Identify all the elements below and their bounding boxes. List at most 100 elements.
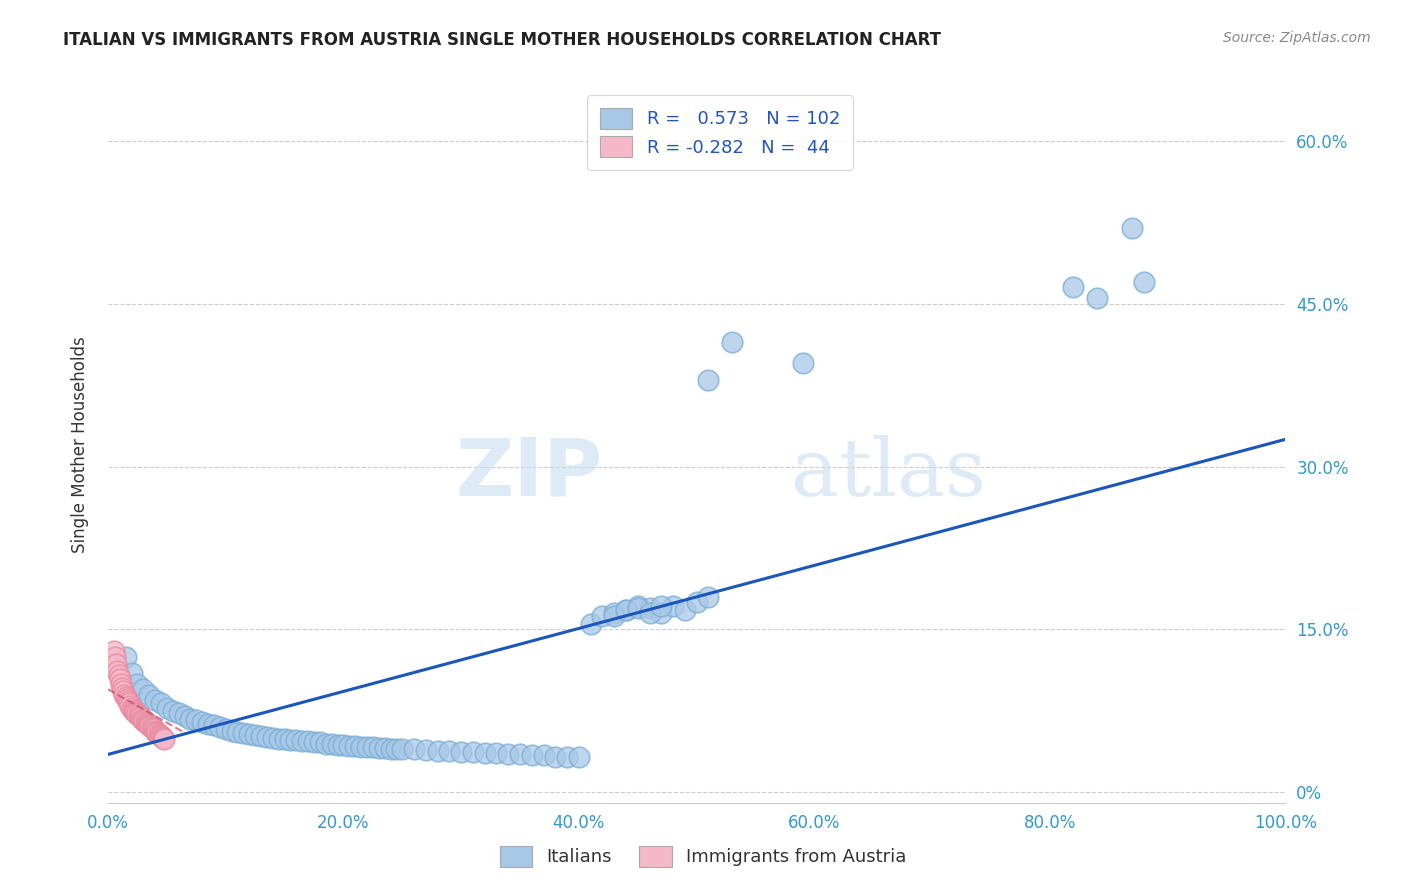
Point (250, 729, 273, 743)
Point (162, 704, 184, 718)
Point (297, 734, 319, 748)
Point (721, 334, 744, 349)
Point (122, 704, 145, 718)
Point (105, 657, 128, 672)
Point (114, 688, 136, 702)
Text: atlas: atlas (790, 434, 986, 513)
Point (138, 718, 160, 732)
Point (391, 742, 413, 756)
Point (697, 373, 720, 387)
Point (1062, 280, 1084, 294)
Point (662, 599, 685, 613)
Point (415, 743, 437, 757)
Point (509, 747, 531, 762)
Point (104, 649, 127, 664)
Point (315, 737, 337, 751)
Point (142, 723, 165, 737)
Point (138, 688, 160, 702)
Point (568, 749, 591, 764)
Point (202, 718, 225, 732)
Point (426, 744, 449, 758)
Point (627, 600, 650, 615)
Point (149, 729, 172, 743)
Point (221, 723, 243, 738)
Point (143, 723, 166, 738)
Point (374, 740, 396, 755)
Point (1085, 291, 1108, 305)
Point (179, 712, 201, 726)
Point (143, 693, 166, 707)
Point (128, 709, 150, 723)
Point (350, 739, 373, 754)
Point (461, 745, 484, 759)
Point (302, 735, 325, 749)
Point (496, 747, 519, 762)
Point (267, 732, 290, 747)
Point (149, 728, 172, 742)
Point (520, 748, 543, 763)
Point (191, 714, 214, 729)
Point (273, 732, 295, 747)
Point (129, 710, 152, 724)
Point (135, 715, 157, 730)
Point (148, 727, 170, 741)
Point (380, 742, 402, 756)
Point (111, 681, 134, 695)
Point (156, 700, 179, 714)
Point (152, 731, 174, 745)
Point (132, 682, 155, 697)
Point (110, 677, 132, 691)
Point (238, 727, 260, 741)
Point (533, 748, 555, 763)
Point (697, 590, 720, 604)
Point (485, 747, 508, 761)
Point (114, 690, 136, 704)
Point (344, 739, 367, 753)
Point (614, 603, 637, 617)
Point (215, 723, 238, 737)
Point (142, 722, 165, 736)
Point (167, 706, 190, 720)
Point (1133, 275, 1156, 289)
Point (614, 603, 637, 617)
Point (114, 649, 136, 664)
Point (673, 603, 696, 617)
Point (115, 692, 138, 706)
Point (150, 730, 173, 744)
Point (326, 738, 349, 752)
Point (385, 742, 408, 756)
Text: ZIP: ZIP (456, 434, 602, 513)
Point (186, 713, 208, 727)
Point (112, 684, 135, 698)
Point (579, 617, 602, 632)
Point (118, 697, 141, 711)
Point (285, 733, 308, 747)
Legend: R =   0.573   N = 102, R = -0.282   N =  44: R = 0.573 N = 102, R = -0.282 N = 44 (588, 95, 853, 169)
Point (208, 720, 231, 734)
Text: Source: ZipAtlas.com: Source: ZipAtlas.com (1223, 31, 1371, 45)
Point (173, 709, 195, 723)
Point (603, 606, 626, 620)
Point (332, 738, 354, 752)
Point (127, 707, 149, 722)
Point (309, 735, 332, 749)
Point (141, 720, 163, 734)
Point (555, 749, 578, 764)
Y-axis label: Single Mother Households: Single Mother Households (72, 336, 89, 553)
Point (402, 742, 425, 756)
Point (638, 600, 661, 615)
Point (226, 724, 249, 739)
Point (197, 717, 219, 731)
Point (146, 725, 169, 739)
Point (243, 728, 266, 742)
Point (356, 739, 378, 754)
Point (544, 749, 567, 764)
Point (131, 712, 153, 726)
Point (153, 732, 176, 747)
Point (117, 694, 139, 708)
Point (132, 713, 155, 727)
Point (124, 705, 146, 719)
Point (139, 719, 162, 733)
Point (792, 356, 814, 370)
Point (367, 740, 389, 755)
